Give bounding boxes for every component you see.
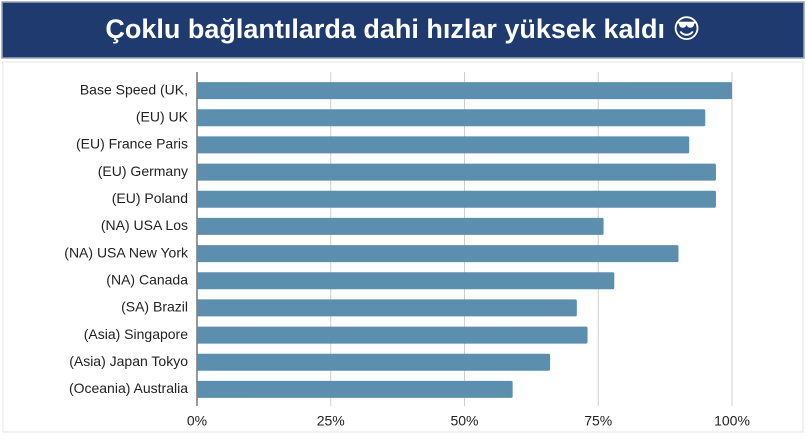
bar	[197, 136, 690, 154]
bar	[197, 272, 615, 290]
y-tick-label: (EU) Germany	[98, 163, 188, 179]
y-tick-label: (SA) Brazil	[121, 299, 188, 315]
chart-title: Çoklu bağlantılarda dahi hızlar yüksek k…	[105, 14, 700, 44]
bar	[197, 299, 577, 317]
y-tick-label: (NA) USA New York	[64, 244, 189, 260]
x-tick-label: 100%	[714, 413, 750, 429]
title-banner	[1, 1, 805, 59]
bar	[197, 326, 588, 344]
x-tick-label: 75%	[584, 413, 612, 429]
y-tick-label: (NA) Canada	[106, 271, 188, 287]
x-tick-label: 50%	[450, 413, 478, 429]
bar	[197, 163, 716, 181]
bar	[197, 109, 706, 127]
bar	[197, 190, 716, 208]
y-tick-label: (Oceania) Australia	[69, 380, 188, 396]
bar	[197, 82, 732, 100]
y-tick-label: Base Speed (UK,	[80, 81, 188, 97]
y-tick-label: (Asia) Singapore	[84, 326, 188, 342]
y-tick-label: (EU) France Paris	[76, 136, 188, 152]
y-tick-label: (Asia) Japan Tokyo	[69, 353, 188, 369]
bar	[197, 245, 679, 263]
x-tick-label: 0%	[187, 413, 207, 429]
y-tick-label: (EU) Poland	[112, 190, 188, 206]
y-tick-label: (EU) UK	[136, 108, 189, 124]
bar	[197, 217, 604, 235]
bar	[197, 353, 551, 371]
bar	[197, 380, 513, 398]
y-tick-label: (NA) USA Los	[101, 217, 188, 233]
x-tick-label: 25%	[317, 413, 345, 429]
